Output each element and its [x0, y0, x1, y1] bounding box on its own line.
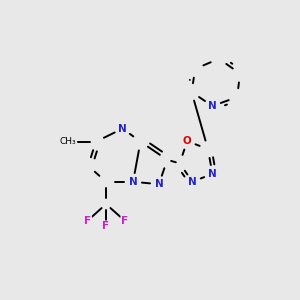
Text: N: N: [208, 169, 217, 179]
Text: F: F: [102, 221, 110, 231]
Text: N: N: [188, 177, 197, 187]
Text: CH₃: CH₃: [60, 137, 76, 146]
Text: F: F: [84, 216, 91, 226]
Text: N: N: [208, 101, 217, 111]
Text: O: O: [183, 136, 191, 146]
Text: F: F: [121, 216, 128, 226]
Text: N: N: [118, 124, 127, 134]
Text: N: N: [154, 179, 163, 189]
Text: N: N: [129, 177, 137, 187]
